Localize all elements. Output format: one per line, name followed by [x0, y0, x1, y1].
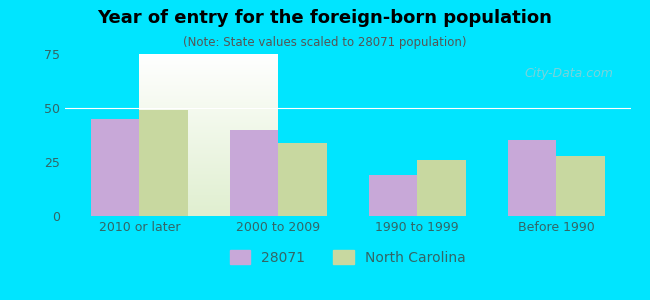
Bar	[508, 140, 556, 216]
Bar	[229, 130, 278, 216]
Text: (Note: State values scaled to 28071 population): (Note: State values scaled to 28071 popu…	[183, 36, 467, 49]
Bar	[556, 155, 604, 216]
Bar	[139, 110, 188, 216]
Bar	[417, 160, 466, 216]
Text: City-Data.com: City-Data.com	[525, 67, 614, 80]
Bar	[369, 175, 417, 216]
Text: Year of entry for the foreign-born population: Year of entry for the foreign-born popul…	[98, 9, 552, 27]
Legend: 28071, North Carolina: 28071, North Carolina	[224, 245, 471, 271]
Bar	[278, 142, 327, 216]
Bar	[91, 119, 139, 216]
